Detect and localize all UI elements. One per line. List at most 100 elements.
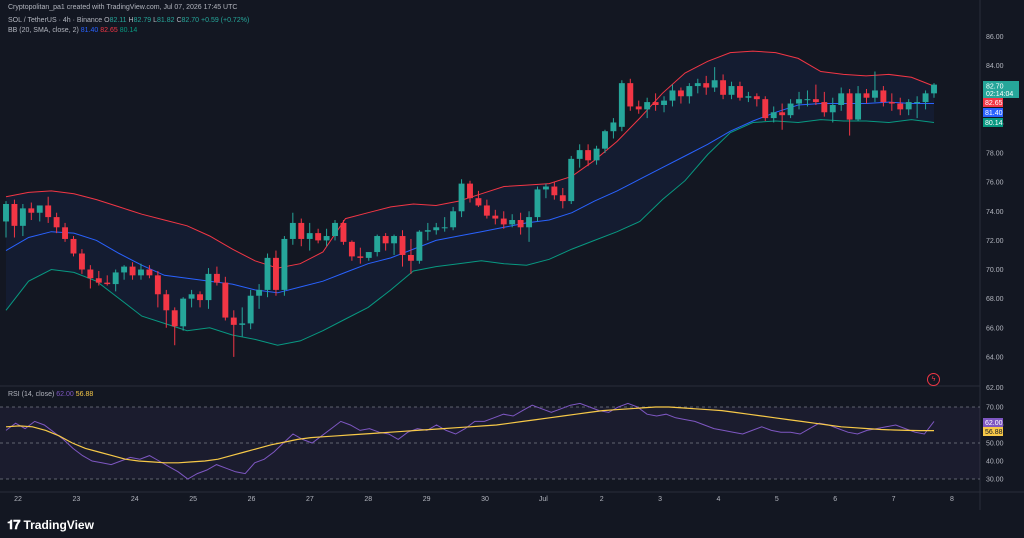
price-tick-label: 62.00: [986, 385, 1004, 392]
candle-body: [534, 189, 541, 218]
candle-body: [576, 150, 583, 159]
candle-body: [450, 211, 457, 228]
candle: [11, 199, 18, 238]
candle-body: [652, 102, 659, 105]
candle-body: [593, 148, 600, 161]
candle: [871, 71, 878, 103]
candle: [365, 252, 372, 261]
candle-body: [812, 99, 819, 103]
candle-body: [762, 99, 769, 119]
candle-body: [500, 218, 507, 225]
chart-caption: Cryptopolitan_pa1 created with TradingVi…: [8, 4, 238, 11]
candle-body: [399, 236, 406, 255]
candle: [593, 145, 600, 165]
candle-body: [483, 205, 490, 216]
candle-body: [11, 204, 18, 226]
candle: [19, 204, 26, 237]
tradingview-logo[interactable]: 𝟏𝟕 TradingView: [7, 517, 94, 533]
candle: [138, 263, 144, 280]
candle: [627, 78, 634, 111]
time-tick-label: 28: [364, 496, 372, 503]
last-price-tag: 82.70: [986, 84, 1004, 91]
candle-body: [154, 275, 161, 295]
rsi-legend[interactable]: RSI (14, close) 62.00 56.88: [8, 391, 93, 398]
price-tick-label: 84.00: [986, 63, 1004, 70]
candle: [188, 289, 195, 308]
rsi-tick-label: 50.00: [986, 441, 1004, 448]
rsi-tick-label: 70.00: [986, 405, 1004, 412]
flame-alert-icon[interactable]: ϟ: [927, 373, 940, 386]
candle-body: [779, 112, 786, 116]
candle: [95, 270, 102, 286]
main-legend[interactable]: SOL / TetherUS · 4h · Binance O82.11 H82…: [8, 17, 249, 24]
price-tags: 82.70 02:14:04 82.65 81.40 80.14 62.00 5…: [983, 81, 1019, 436]
price-tick-label: 68.00: [986, 296, 1004, 303]
low-label: L: [153, 17, 157, 24]
candle: [230, 310, 237, 357]
candle: [914, 96, 921, 119]
candle-body: [239, 323, 246, 325]
bb-lower-value: 80.14: [119, 27, 138, 34]
bb-legend[interactable]: BB (20, SMA, close, 2) 81.40 82.65 80.14: [8, 27, 137, 34]
time-tick-label: 27: [306, 496, 314, 503]
candle-body: [323, 236, 330, 241]
candle-body: [517, 220, 524, 228]
candle-body: [905, 102, 912, 110]
candle: [441, 217, 448, 232]
candle-body: [70, 238, 77, 254]
rsi-name[interactable]: RSI (14, close): [8, 391, 55, 398]
candle-body: [559, 195, 566, 202]
bb-upper-value: 82.65: [100, 27, 118, 34]
candle: [154, 270, 161, 308]
chart-canvas[interactable]: 64.00 66.00 68.00 70.00 72.00 74.00 76.00 78.00…: [0, 0, 1024, 510]
candle: [45, 196, 52, 223]
grid-lines: [0, 0, 1024, 510]
candle: [829, 97, 836, 123]
candle: [197, 291, 203, 308]
candle-body: [3, 204, 9, 222]
candle: [357, 247, 364, 264]
candle-body: [880, 90, 887, 103]
candle: [264, 253, 271, 298]
bb-name[interactable]: BB (20, SMA, close, 2): [8, 27, 79, 34]
candle: [661, 96, 667, 113]
candle-body: [922, 93, 929, 103]
rsi-ma-tag-bg: [983, 427, 1003, 436]
time-tick-label: 6: [833, 496, 837, 503]
candle-body: [163, 294, 170, 311]
candle-body: [45, 205, 52, 218]
candle: [104, 275, 111, 286]
candle: [897, 97, 904, 116]
candle: [905, 99, 912, 116]
candle: [753, 93, 760, 107]
candle: [475, 190, 482, 207]
candle: [846, 88, 853, 136]
high-value: 82.79: [133, 17, 152, 24]
bb-lower-line: [5, 119, 935, 346]
candle: [306, 222, 313, 251]
time-tick-label: 4: [717, 496, 721, 503]
candle: [256, 284, 263, 309]
candle: [635, 100, 642, 114]
candle-body: [821, 102, 828, 113]
footer-bar: [0, 510, 1024, 538]
price-tick-label: 64.00: [986, 354, 1004, 361]
candle: [407, 238, 414, 274]
last-price-tag-bg: [983, 81, 1019, 98]
candle: [281, 236, 288, 296]
candle-body: [382, 236, 389, 244]
symbol-label[interactable]: SOL / TetherUS · 4h · Binance: [8, 17, 103, 24]
candle-body: [230, 317, 237, 325]
bb-basis-value: 81.40: [80, 27, 99, 34]
candle: [467, 180, 473, 203]
price-tick-label: 66.00: [986, 325, 1004, 332]
countdown-tag: 02:14:04: [986, 91, 1013, 98]
candle: [762, 96, 769, 122]
rsi-tick-label: 30.00: [986, 477, 1004, 484]
candle: [112, 269, 119, 292]
candle-body: [289, 222, 296, 239]
candle: [450, 206, 457, 231]
candle-body: [863, 93, 870, 98]
time-axis[interactable]: 22 23 24 25 26 27 28 29 30 Jul 2 3 4 5 6 7 8: [14, 496, 954, 503]
candle-body: [19, 208, 26, 226]
